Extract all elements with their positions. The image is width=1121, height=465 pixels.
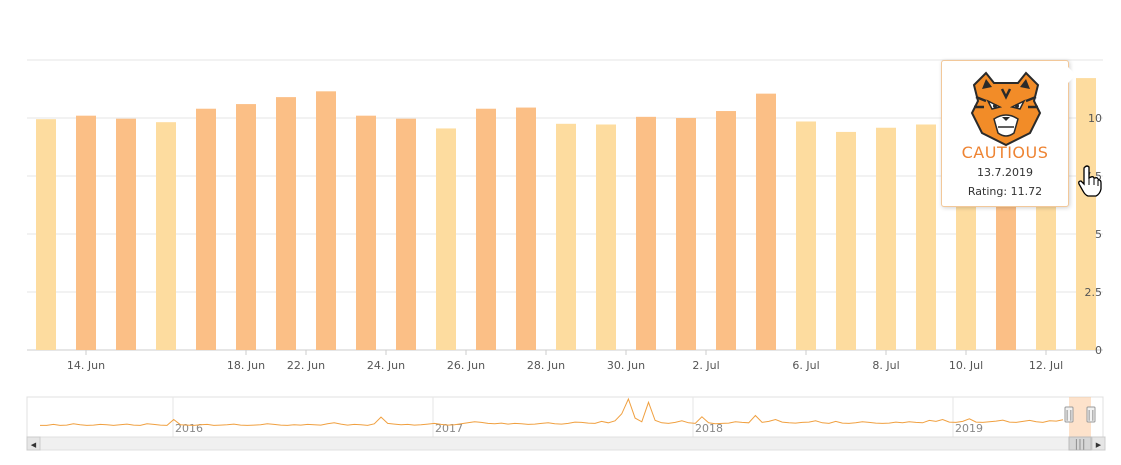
y-tick-label: 10	[1088, 112, 1102, 125]
chart-bar[interactable]	[356, 115, 376, 351]
x-tick-label: 26. Jun	[447, 359, 485, 372]
navigator-year-label: 2019	[955, 422, 983, 435]
x-tick-label: 30. Jun	[607, 359, 645, 372]
navigator-year-label: 2017	[435, 422, 463, 435]
navigator-handle-grip: ||	[1087, 408, 1094, 421]
x-tick-label: 14. Jun	[67, 359, 105, 372]
chart-bar[interactable]	[716, 111, 736, 350]
tooltip-date: 13.7.2019	[977, 166, 1033, 179]
chart-bar[interactable]	[36, 119, 56, 350]
x-tick-label: 22. Jun	[287, 359, 325, 372]
x-tick-label: 12. Jul	[1029, 359, 1063, 372]
navigator-series-line	[40, 397, 1064, 426]
chart-bar[interactable]	[436, 128, 456, 350]
chart-bar[interactable]	[876, 127, 896, 350]
chart-bar[interactable]	[1076, 78, 1096, 350]
chart-bar[interactable]	[476, 108, 496, 350]
y-tick-label: 0	[1095, 344, 1102, 357]
chart-bar[interactable]	[556, 123, 576, 350]
x-tick-label: 28. Jun	[527, 359, 565, 372]
scrollbar-grip: |||	[1074, 437, 1085, 450]
chart-bar[interactable]	[396, 118, 416, 350]
chart-bar[interactable]	[76, 115, 96, 351]
chart-bars[interactable]	[36, 78, 1096, 351]
chart-bar[interactable]	[596, 124, 616, 350]
navigator-year-label: 2018	[695, 422, 723, 435]
x-tick-label: 24. Jun	[367, 359, 405, 372]
x-tick-label: 6. Jul	[792, 359, 819, 372]
scrollbar-track[interactable]	[26, 436, 1106, 451]
y-tick-label: 2.5	[1085, 286, 1103, 299]
chart-bar[interactable]	[116, 118, 136, 350]
chart-bar[interactable]	[796, 121, 816, 350]
tooltip: CAUTIOUS 13.7.2019 Rating: 11.72	[941, 60, 1076, 207]
tooltip-rating: Rating: 11.72	[967, 185, 1043, 198]
chart-bar[interactable]	[916, 124, 936, 350]
scroll-left-button[interactable]	[26, 436, 41, 451]
chart-bar[interactable]	[276, 97, 296, 351]
chart-bar[interactable]	[236, 104, 256, 350]
navigator-selection[interactable]	[1069, 397, 1091, 437]
chart-bar[interactable]	[676, 118, 696, 350]
scrollbar-thumb[interactable]	[1068, 436, 1092, 451]
navigator[interactable]: 2016 2017 2018 2019|| |||||◀ ▶	[26, 396, 1106, 451]
x-tick-label: 2. Jul	[692, 359, 719, 372]
chart-bar[interactable]	[196, 108, 216, 350]
chart-bar[interactable]	[156, 122, 176, 351]
x-tick-label: 8. Jul	[872, 359, 899, 372]
hand-pointer-icon	[1078, 165, 1102, 197]
chart-bar[interactable]	[316, 91, 336, 350]
chart-bar[interactable]	[636, 116, 656, 350]
navigator-handle[interactable]	[1064, 406, 1074, 423]
scroll-right-button[interactable]	[1091, 436, 1106, 451]
chart-bar[interactable]	[516, 107, 536, 350]
scroll-right-arrow-icon: ▶	[1096, 441, 1102, 449]
tooltip-title: CAUTIOUS	[961, 143, 1049, 162]
x-tick-label: 10. Jul	[949, 359, 983, 372]
navigator-handle-grip: ||	[1065, 408, 1072, 421]
x-axis: 14. Jun 18. Jun 22. Jun 24. Jun 26. Jun 28. J…	[67, 350, 1063, 372]
navigator-handle[interactable]	[1086, 406, 1096, 423]
chart-bar[interactable]	[756, 93, 776, 350]
navigator-frame	[26, 396, 1104, 438]
y-tick-label: 5	[1095, 228, 1102, 241]
scroll-left-arrow-icon: ◀	[31, 441, 37, 449]
chart-bar[interactable]	[836, 131, 856, 350]
x-tick-label: 18. Jun	[227, 359, 265, 372]
tiger-face-icon	[970, 71, 1042, 147]
